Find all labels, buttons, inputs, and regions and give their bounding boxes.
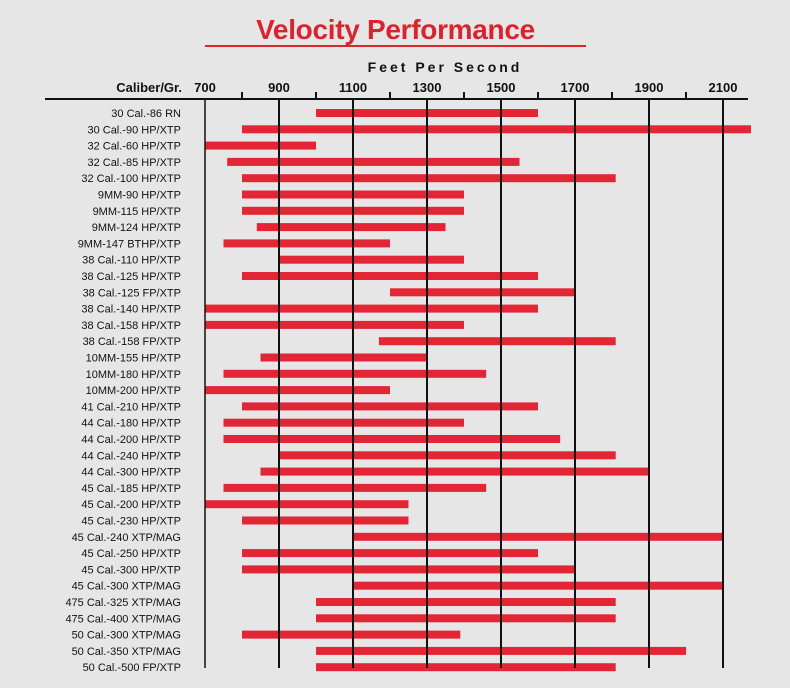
range-bar <box>242 402 538 411</box>
range-bar <box>227 157 520 166</box>
category-label: 30 Cal.-86 RN <box>111 108 181 120</box>
tick-label: 700 <box>194 80 216 95</box>
category-label: 32 Cal.-100 HP/XTP <box>81 173 181 185</box>
range-bar <box>242 174 616 183</box>
category-label: 38 Cal.-125 HP/XTP <box>81 271 181 283</box>
range-bar <box>353 581 723 590</box>
category-label: 50 Cal.-350 XTP/MAG <box>72 646 181 658</box>
range-bar <box>256 223 446 232</box>
range-bar <box>223 239 390 248</box>
range-bar <box>279 255 464 264</box>
range-bar <box>390 288 575 297</box>
category-label: 38 Cal.-158 FP/XTP <box>83 336 181 348</box>
range-bar <box>316 598 616 606</box>
category-label: 44 Cal.-200 HP/XTP <box>81 434 181 446</box>
range-bar <box>279 451 616 460</box>
category-label: 10MM-200 HP/XTP <box>86 385 181 397</box>
category-label: 32 Cal.-60 HP/XTP <box>87 141 181 153</box>
category-label: 45 Cal.-240 XTP/MAG <box>72 532 181 544</box>
title-underline <box>205 45 586 47</box>
category-label: 9MM-147 BTHP/XTP <box>78 238 181 250</box>
y-axis-header: Caliber/Gr. <box>116 80 182 95</box>
range-bar <box>242 272 538 280</box>
range-bar <box>242 565 575 574</box>
category-label: 9MM-124 HP/XTP <box>92 222 181 234</box>
category-label: 50 Cal.-300 XTP/MAG <box>72 630 181 642</box>
category-label: 41 Cal.-210 HP/XTP <box>81 401 181 413</box>
chart-title: Velocity Performance <box>256 14 535 45</box>
category-label: 44 Cal.-300 HP/XTP <box>81 467 181 479</box>
range-bar <box>223 369 487 378</box>
range-bar <box>260 353 427 362</box>
range-bar <box>205 386 390 395</box>
tick-label: 1900 <box>635 80 664 95</box>
category-label: 9MM-90 HP/XTP <box>98 190 181 202</box>
range-bar <box>316 614 616 623</box>
range-bar <box>205 500 409 509</box>
category-label: 45 Cal.-230 HP/XTP <box>81 516 181 528</box>
category-label: 30 Cal.-90 HP/XTP <box>87 124 181 136</box>
category-label: 44 Cal.-180 HP/XTP <box>81 418 181 430</box>
category-label: 10MM-180 HP/XTP <box>86 369 181 381</box>
category-label: 10MM-155 HP/XTP <box>86 353 181 365</box>
range-bar <box>242 630 461 639</box>
range-bar <box>205 320 464 329</box>
category-label: 38 Cal.-158 HP/XTP <box>81 320 181 332</box>
x-axis-label: Feet Per Second <box>367 59 523 75</box>
category-label: 45 Cal.-185 HP/XTP <box>81 483 181 495</box>
range-bar <box>378 337 616 346</box>
category-label: 38 Cal.-110 HP/XTP <box>82 255 181 267</box>
category-label: 38 Cal.-140 HP/XTP <box>81 304 181 316</box>
range-bar <box>353 532 723 541</box>
tick-label: 2100 <box>709 80 738 95</box>
tick-label: 1700 <box>561 80 590 95</box>
category-label: 45 Cal.-300 XTP/MAG <box>72 581 181 593</box>
tick-label: 1500 <box>487 80 516 95</box>
tick-label: 1100 <box>339 80 367 95</box>
tick-label: 900 <box>268 80 290 95</box>
category-label: 45 Cal.-200 HP/XTP <box>81 499 181 511</box>
category-label: 32 Cal.-85 HP/XTP <box>87 157 181 169</box>
range-bar <box>205 141 316 150</box>
category-label: 38 Cal.-125 FP/XTP <box>83 287 181 299</box>
category-label: 44 Cal.-240 HP/XTP <box>81 450 181 462</box>
category-label: 475 Cal.-325 XTP/MAG <box>65 597 181 609</box>
category-label: 45 Cal.-300 HP/XTP <box>81 564 181 576</box>
tick-label: 1300 <box>413 80 442 95</box>
range-bar <box>242 125 751 134</box>
range-bar <box>223 483 487 492</box>
category-label: 475 Cal.-400 XTP/MAG <box>65 613 181 625</box>
category-label: 45 Cal.-250 HP/XTP <box>81 548 181 560</box>
range-bar <box>316 663 616 672</box>
range-bar <box>242 549 538 558</box>
range-bar <box>223 418 464 427</box>
range-bar <box>205 304 538 313</box>
range-bar <box>260 467 649 476</box>
category-label: 50 Cal.-500 FP/XTP <box>83 662 181 674</box>
range-bar <box>242 516 409 525</box>
range-bar <box>223 435 561 443</box>
category-label: 9MM-115 HP/XTP <box>93 206 181 218</box>
